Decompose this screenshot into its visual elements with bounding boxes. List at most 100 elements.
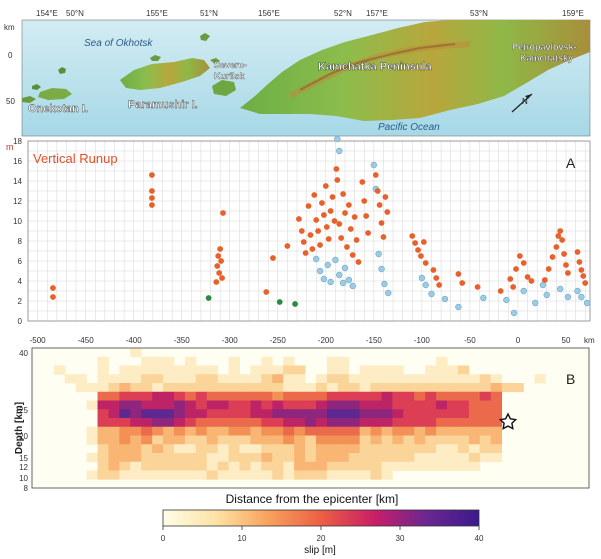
runup-x-tick: -400 xyxy=(126,336,143,345)
slip-cell xyxy=(239,470,251,480)
slip-cell xyxy=(370,426,382,436)
slip-cell xyxy=(326,435,339,445)
slip-cell xyxy=(414,409,426,419)
slip-cell xyxy=(447,453,459,463)
slip-cell xyxy=(86,400,98,410)
runup-point xyxy=(50,285,56,291)
slip-cell xyxy=(108,453,120,463)
map-island xyxy=(200,33,210,41)
slip-cell xyxy=(86,426,98,436)
slip-cell xyxy=(283,365,295,375)
runup-point xyxy=(217,246,224,252)
slip-cell xyxy=(152,470,164,480)
slip-cell xyxy=(206,365,219,375)
slip-cell xyxy=(217,461,229,471)
slip-xlabel: Distance from the epicenter [km] xyxy=(226,492,399,506)
slip-cell xyxy=(173,400,186,410)
slip-cell xyxy=(108,400,120,410)
slip-y-tick: 40 xyxy=(19,349,28,358)
slip-cell xyxy=(195,409,208,419)
slip-cell xyxy=(141,435,153,445)
slip-cell xyxy=(97,470,109,480)
slip-cell xyxy=(108,383,120,393)
slip-cell xyxy=(315,409,328,419)
slip-cell xyxy=(130,400,142,410)
slip-cell xyxy=(436,453,448,463)
slip-cell xyxy=(468,391,481,401)
slip-cell xyxy=(261,453,273,463)
slip-cell xyxy=(283,461,295,471)
slip-cell xyxy=(479,444,492,454)
slip-cell xyxy=(141,374,153,384)
slip-cell xyxy=(457,461,470,471)
slip-cell xyxy=(326,383,339,393)
slip-cell xyxy=(173,383,186,393)
slip-cell xyxy=(119,453,131,463)
runup-point xyxy=(319,200,325,206)
slip-heatmap xyxy=(53,348,546,480)
runup-point xyxy=(549,254,556,260)
slip-cell xyxy=(359,444,371,454)
slip-cell xyxy=(108,426,120,436)
runup-point xyxy=(316,267,324,275)
slip-cell xyxy=(195,400,208,410)
slip-cell xyxy=(217,400,229,410)
runup-point xyxy=(324,261,331,269)
slip-panel-letter: B xyxy=(566,371,575,387)
slip-cell xyxy=(228,426,240,436)
slip-cell xyxy=(195,383,208,393)
slip-cell xyxy=(173,470,186,480)
slip-cell xyxy=(108,470,120,480)
slip-cell xyxy=(195,444,208,454)
map-island xyxy=(22,96,36,103)
slip-cell xyxy=(490,383,503,393)
slip-cell xyxy=(184,391,197,401)
slip-cell xyxy=(195,461,208,471)
runup-point xyxy=(219,275,225,281)
map-top-tick: 51°N xyxy=(200,9,218,18)
slip-cell xyxy=(206,461,219,471)
runup-point xyxy=(565,270,571,276)
slip-cell xyxy=(228,470,240,480)
slip-cell xyxy=(184,365,197,375)
runup-point xyxy=(576,259,583,265)
runup-point xyxy=(347,226,354,232)
slip-cell xyxy=(250,409,262,419)
slip-cell xyxy=(206,418,219,428)
runup-x-unit: km xyxy=(584,336,595,345)
runup-point xyxy=(578,293,585,301)
runup-point xyxy=(559,237,566,243)
runup-point xyxy=(276,299,283,305)
runup-y-tick: 6 xyxy=(18,257,23,266)
slip-cell xyxy=(305,435,317,445)
runup-point xyxy=(263,289,270,295)
slip-cell xyxy=(119,444,131,454)
slip-cell xyxy=(348,470,361,480)
slip-cell xyxy=(206,383,219,393)
slip-cell xyxy=(436,418,448,428)
slip-cell xyxy=(250,383,262,393)
slip-cell xyxy=(305,453,317,463)
runup-point xyxy=(317,242,323,248)
slip-cell xyxy=(425,409,437,419)
runup-point xyxy=(365,230,371,236)
runup-point xyxy=(561,251,567,257)
slip-cell xyxy=(184,426,197,436)
slip-cell xyxy=(184,435,197,445)
map-island xyxy=(210,58,220,64)
slip-cell xyxy=(359,418,371,428)
runup-point xyxy=(349,252,356,258)
slip-cell xyxy=(163,435,175,445)
slip-cell xyxy=(108,418,120,428)
runup-point xyxy=(528,278,535,284)
runup-point xyxy=(376,202,383,208)
runup-point xyxy=(374,188,381,194)
slip-cell xyxy=(490,444,503,454)
slip-cell xyxy=(381,453,393,463)
slip-cell xyxy=(436,400,448,410)
slip-cell xyxy=(348,418,361,428)
slip-cell xyxy=(326,453,339,463)
runup-point xyxy=(322,183,329,189)
slip-cell xyxy=(97,435,109,445)
